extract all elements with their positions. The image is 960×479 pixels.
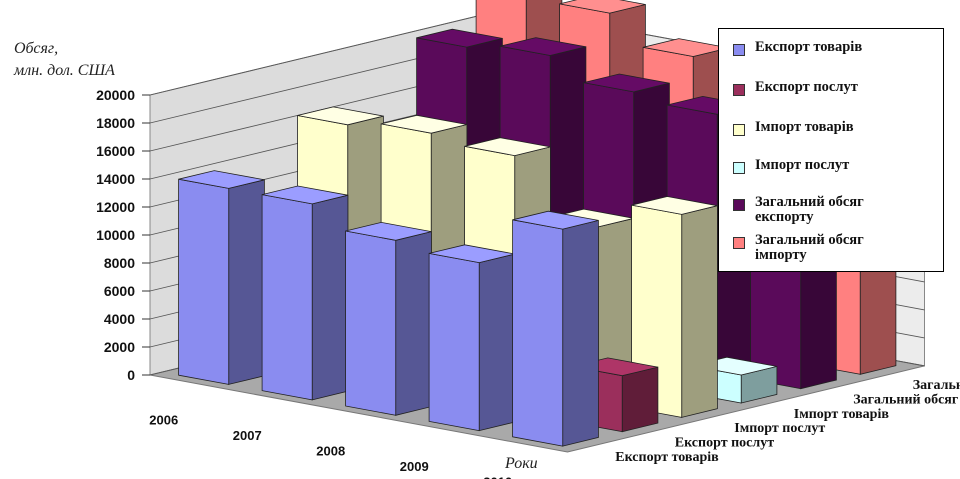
x-tick-labels: 2006 2007 2008 2009 2010 bbox=[149, 413, 512, 479]
legend-label-3: Імпорт товарів bbox=[755, 119, 854, 135]
bar-front bbox=[428, 252, 480, 432]
legend-swatch-1 bbox=[733, 44, 745, 56]
bar-side bbox=[681, 205, 718, 418]
y-tick-label: 10000 bbox=[96, 227, 135, 243]
legend-label-4: Імпорт послут bbox=[755, 157, 850, 173]
depth-label: Загальний обсяг експорту bbox=[853, 392, 960, 407]
legend-item-4: Імпорт послут bbox=[733, 158, 943, 174]
y-tick-label: 18000 bbox=[96, 115, 135, 131]
y-tick-label: 16000 bbox=[96, 143, 135, 159]
legend-label-2: Експорт послут bbox=[755, 79, 858, 95]
depth-label: Імпорт послут bbox=[734, 421, 825, 436]
x-tick-label: 2009 bbox=[400, 459, 429, 474]
x-tick-label: 2006 bbox=[149, 413, 178, 428]
bar-side bbox=[621, 366, 659, 433]
x-axis-title: Роки bbox=[505, 455, 538, 472]
legend-item-6: Загальний обсяг імпорту bbox=[733, 233, 943, 263]
bar-front bbox=[345, 230, 397, 416]
bar-side bbox=[562, 219, 599, 447]
legend-item-1: Експорт товарів bbox=[733, 40, 943, 56]
legend-swatch-4 bbox=[733, 162, 745, 174]
legend-item-2: Експорт послут bbox=[733, 80, 943, 96]
y-tick-label: 20000 bbox=[96, 87, 135, 103]
y-tick-label: 8000 bbox=[104, 255, 135, 271]
legend-swatch-6 bbox=[733, 237, 745, 249]
legend-swatch-3 bbox=[733, 124, 745, 136]
bar-top bbox=[381, 114, 467, 134]
bar-side bbox=[478, 253, 516, 432]
bar-top bbox=[464, 137, 551, 157]
legend-swatch-2 bbox=[733, 84, 745, 96]
bar bbox=[261, 185, 349, 401]
x-tick-label: 2008 bbox=[316, 444, 345, 459]
legend: Експорт товарів Експорт послут Імпорт то… bbox=[718, 28, 944, 272]
bar-top bbox=[631, 196, 718, 215]
y-tick-label: 4000 bbox=[104, 311, 135, 327]
legend-label-5: Загальний обсяг експорту bbox=[755, 194, 864, 225]
legend-label-6: Загальний обсяг імпорту bbox=[755, 232, 864, 263]
bar-side bbox=[311, 194, 349, 401]
bar-front bbox=[512, 219, 564, 447]
bar-front bbox=[261, 194, 313, 401]
x-tick-label: 2007 bbox=[233, 428, 262, 443]
y-tick-label: 2000 bbox=[104, 339, 135, 355]
y-tick-label: 6000 bbox=[104, 283, 135, 299]
y-axis-title: Обсяг, млн. дол. США bbox=[14, 40, 115, 79]
bar bbox=[512, 210, 599, 447]
bar-top bbox=[416, 28, 503, 48]
y-tick-label: 14000 bbox=[96, 171, 135, 187]
y-tick-labels: 0 2000 4000 6000 8000 10000 12000 14000 16000 180… bbox=[96, 87, 150, 383]
y-tick-label: 0 bbox=[127, 367, 135, 383]
depth-label: Імпорт товарів bbox=[794, 407, 890, 422]
bar-side bbox=[228, 179, 265, 385]
bar-top bbox=[297, 106, 384, 126]
x-tick-label: 2010 bbox=[483, 474, 512, 479]
y-tick-label: 12000 bbox=[96, 199, 135, 215]
bar-front bbox=[178, 178, 230, 385]
legend-label-1: Експорт товарів bbox=[755, 39, 863, 55]
legend-swatch-5 bbox=[733, 199, 745, 211]
bar bbox=[178, 170, 265, 385]
legend-item-3: Імпорт товарів bbox=[733, 120, 943, 136]
bar bbox=[345, 221, 432, 416]
legend-item-5: Загальний обсяг експорту bbox=[733, 195, 943, 225]
depth-label: Експорт послут bbox=[675, 435, 774, 450]
bar-top bbox=[345, 221, 432, 241]
depth-label: Загальний обсяг імпорту bbox=[913, 378, 960, 393]
bar-top bbox=[500, 37, 586, 56]
bar-side bbox=[395, 231, 432, 416]
depth-label: Експорт товарів bbox=[615, 450, 719, 465]
bar-top bbox=[559, 0, 646, 14]
bar-top bbox=[178, 170, 265, 189]
bar-top bbox=[262, 185, 348, 205]
bar bbox=[428, 244, 516, 432]
bar-top bbox=[583, 73, 670, 93]
bar-top bbox=[512, 210, 599, 230]
